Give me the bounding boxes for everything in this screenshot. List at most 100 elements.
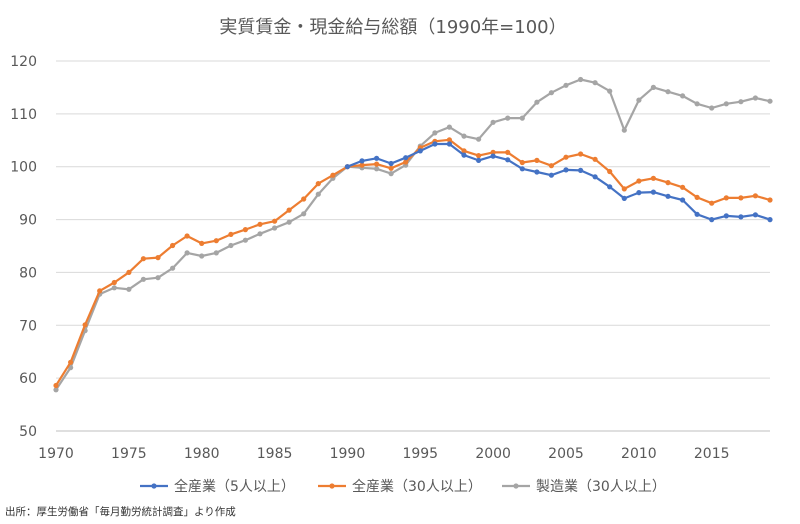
data-point [650,189,657,195]
data-point [403,155,409,161]
data-point [155,275,161,281]
data-point [53,387,59,393]
data-point [388,160,394,167]
data-point [752,95,759,101]
series-layer [53,76,773,393]
source-note: 出所：厚生労働省「毎月勤労統計調査」より作成 [5,506,236,518]
y-tick-label: 70 [19,318,37,334]
data-point [665,89,671,95]
data-point [97,288,103,294]
series-2 [53,76,773,393]
grid-lines [56,60,770,432]
data-point [403,159,409,165]
y-tick-label: 110 [10,107,37,123]
data-point [155,255,161,261]
data-point [446,124,452,130]
y-axis: 50 60 70 80 90 100 110 120 [10,54,37,440]
series-1 [53,137,773,389]
data-point [476,157,482,163]
data-point [446,137,452,143]
data-point [417,148,423,154]
data-point [228,242,234,249]
x-axis: 1970 1975 1980 1985 1990 1995 2000 2005 2010 2015 [38,430,770,462]
data-point [650,175,657,181]
data-point [607,88,613,94]
data-point [694,194,700,200]
data-point [738,99,744,105]
data-point [359,158,365,164]
data-point [432,130,438,136]
series-line [55,138,771,387]
data-point [257,231,263,237]
x-tick-label: 1980 [184,446,220,462]
data-point [490,153,496,159]
legend-label: 全産業（5人以上） [174,478,295,495]
data-point [534,157,540,163]
legend-marker [151,483,157,489]
data-point [680,184,686,190]
data-point [505,157,511,163]
data-point [752,193,759,199]
data-point [490,119,496,125]
data-point [752,212,759,218]
data-point [578,167,584,173]
legend-item: 全産業（5人以上） [140,478,295,495]
x-tick-label: 2000 [475,446,511,462]
data-point [461,133,467,139]
data-point [432,141,438,147]
data-point [738,195,744,201]
data-point [738,214,744,220]
series-line [346,142,771,221]
data-point [272,218,278,224]
data-point [607,168,613,175]
data-point [213,250,219,256]
legend-label: 全産業（30人以上） [352,478,482,495]
data-point [461,152,467,158]
data-point [140,256,146,262]
data-point [665,180,671,186]
data-point [242,237,248,243]
data-point [170,265,176,271]
data-point [461,148,467,154]
y-tick-label: 60 [19,371,37,387]
data-point [286,207,292,213]
data-point [578,76,584,83]
data-point [563,82,569,88]
data-point [184,250,190,256]
data-point [665,193,671,199]
data-point [636,178,642,184]
y-tick-label: 90 [19,213,37,229]
data-point [548,163,555,169]
data-point [301,196,307,202]
data-point [374,161,380,167]
data-point [709,217,715,223]
y-tick-label: 100 [10,160,37,176]
data-point [242,227,248,233]
data-point [767,197,773,203]
data-point [519,115,525,121]
data-point [111,279,117,286]
data-point [374,155,380,161]
data-point [53,382,59,389]
data-point [315,181,321,187]
series-0 [344,141,773,223]
x-tick-label: 1995 [402,446,438,462]
legend-item: 製造業（30人以上） [502,479,666,495]
data-point [767,217,773,223]
data-point [694,211,700,217]
x-tick-label: 1985 [257,446,293,462]
data-point [126,269,132,275]
x-tick-label: 1990 [330,446,366,462]
data-point [621,195,627,201]
data-point [301,211,307,217]
data-point [170,242,176,249]
data-point [592,156,598,162]
data-point [126,286,132,292]
legend: 全産業（5人以上） 全産業（30人以上） 製造業（30人以上） [140,478,666,495]
data-point [82,322,88,328]
data-point [621,186,627,192]
data-point [548,90,555,96]
x-tick-label: 1970 [38,446,74,462]
data-point [592,80,598,86]
